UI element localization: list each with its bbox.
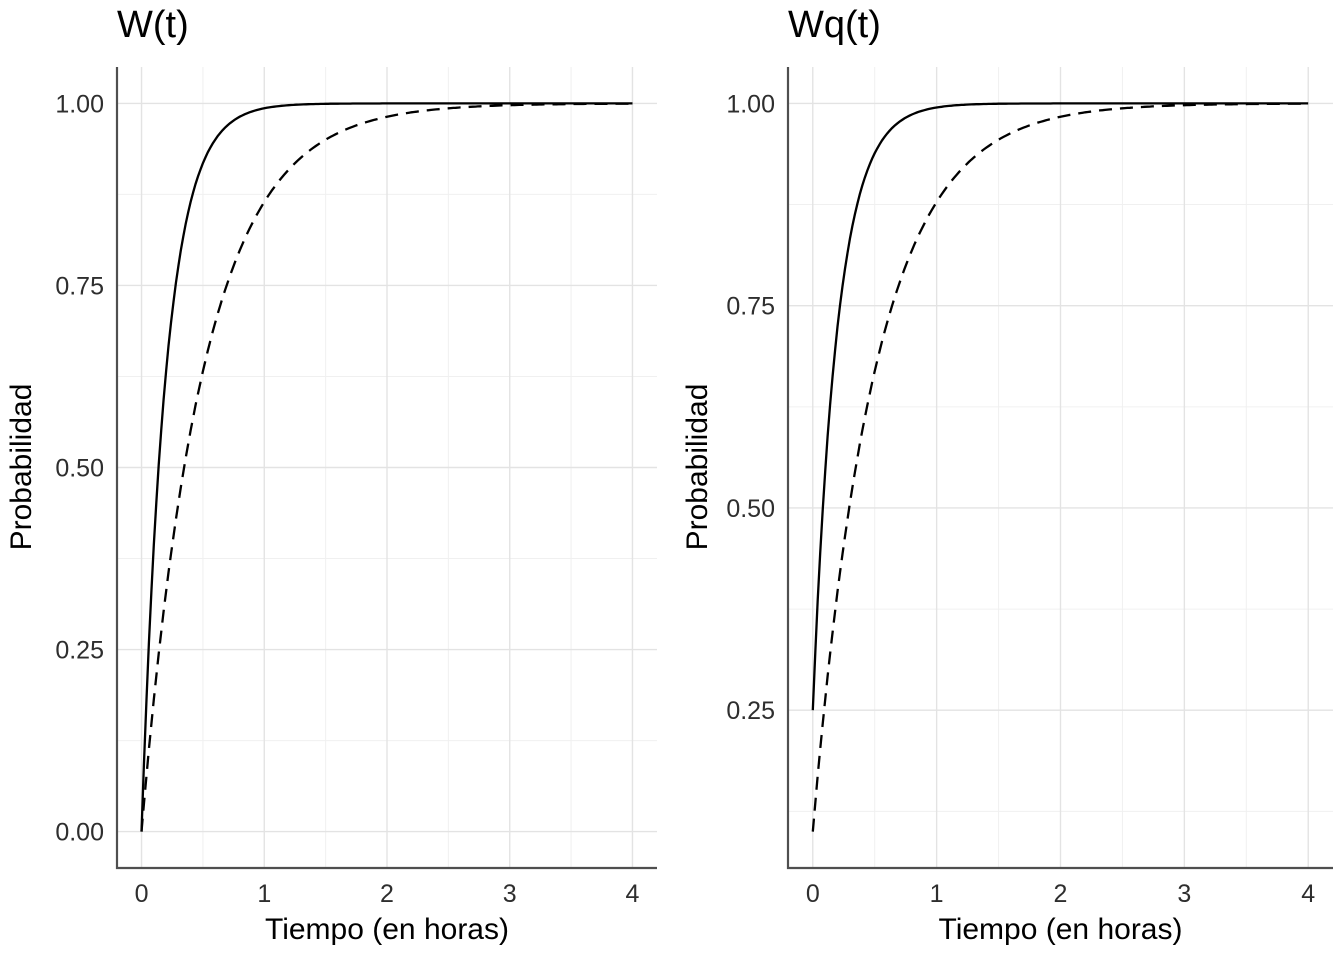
x-tick-label: 3 [503,880,517,908]
y-tick-label: 0.75 [726,293,775,321]
y-tick-label: 0.25 [726,697,775,725]
x-tick-label: 2 [380,880,394,908]
x-tick-label: 0 [806,880,820,908]
x-axis-title-right: Tiempo (en horas) [938,913,1183,946]
x-tick-label: 1 [257,880,271,908]
x-tick-label: 2 [1054,880,1068,908]
y-tick-label: 0.75 [55,272,104,300]
y-tick-label: 1.00 [726,90,775,118]
y-tick-label: 0.25 [55,637,104,665]
y-tick-label: 0.00 [55,819,104,847]
y-tick-label: 0.50 [726,495,775,523]
solid-curve [140,102,633,832]
y-axis-title-left: Probabilidad [5,383,38,551]
x-axis-title-left: Tiempo (en horas) [265,913,509,946]
x-tick-label: 1 [930,880,944,908]
dashed-curve [140,102,633,832]
x-tick-label: 0 [135,880,149,908]
axis-lines [786,67,1333,870]
axis-lines [115,67,657,870]
y-tick-label: 1.00 [55,90,104,118]
y-axis-title-right: Probabilidad [681,383,714,551]
x-tick-label: 4 [626,880,640,908]
x-tick-label: 3 [1177,880,1191,908]
dashed-curve [811,102,1309,832]
y-tick-label: 0.50 [55,455,104,483]
plot-title-left: W(t) [117,4,189,46]
plot-title-right: Wq(t) [788,4,881,46]
x-tick-label: 4 [1301,880,1315,908]
